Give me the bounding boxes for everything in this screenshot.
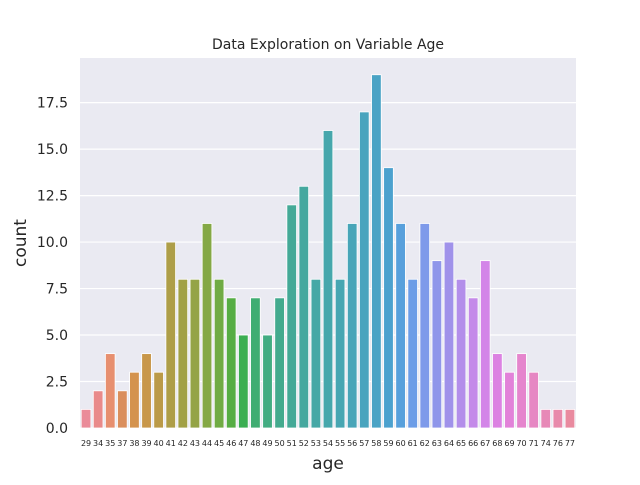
- x-tick-label: 56: [347, 439, 357, 448]
- x-tick-label: 74: [541, 439, 551, 448]
- x-tick-label: 38: [129, 439, 139, 448]
- bar-39: [141, 353, 152, 429]
- x-tick-label: 62: [420, 439, 430, 448]
- bar-40: [153, 371, 164, 429]
- x-tick-label: 50: [275, 439, 285, 448]
- bar-54: [322, 130, 334, 429]
- x-tick-label: 42: [178, 439, 188, 448]
- bar-57: [359, 111, 370, 429]
- x-tick-label: 34: [93, 439, 103, 448]
- bar-59: [383, 167, 394, 429]
- x-tick-label: 77: [565, 439, 575, 448]
- y-tick-label: 15.0: [37, 142, 68, 158]
- x-tick-label: 52: [299, 439, 309, 448]
- x-tick-label: 71: [529, 439, 539, 448]
- bar-52: [298, 185, 310, 429]
- x-tick-label: 40: [154, 439, 164, 448]
- bar-47: [238, 334, 249, 429]
- x-tick-label: 45: [214, 439, 224, 448]
- x-tick-label: 29: [81, 439, 91, 448]
- x-tick-label: 47: [238, 439, 248, 448]
- bar-69: [504, 371, 515, 429]
- x-tick-label: 64: [444, 439, 454, 448]
- x-axis-label: age: [312, 454, 344, 474]
- x-tick-label: 67: [480, 439, 490, 448]
- bar-37: [117, 390, 128, 429]
- y-tick-label: 0.0: [46, 421, 68, 437]
- y-tick-label: 2.5: [46, 375, 68, 391]
- bar-64: [443, 241, 455, 429]
- bar-49: [262, 334, 273, 429]
- x-axis-ticks: 29 34 35 37 38 39 40 41 42 43 44 45 46 47 48 49 50 51 52 53…: [81, 439, 575, 448]
- bar-48: [250, 297, 261, 429]
- x-tick-label: 49: [262, 439, 272, 448]
- bar-34: [92, 390, 104, 429]
- bar-77: [564, 409, 576, 429]
- y-tick-label: 17.5: [37, 96, 68, 112]
- y-tick-label: 7.5: [46, 282, 68, 298]
- y-tick-label: 12.5: [37, 189, 68, 205]
- x-tick-label: 65: [456, 439, 466, 448]
- bar-56: [346, 223, 358, 429]
- bar-76: [552, 409, 564, 429]
- x-tick-label: 57: [359, 439, 369, 448]
- bar-43: [189, 278, 201, 429]
- x-tick-label: 69: [504, 439, 514, 448]
- bar-60: [395, 223, 406, 429]
- bar-66: [467, 297, 479, 429]
- x-tick-label: 55: [335, 439, 345, 448]
- x-tick-label: 60: [395, 439, 405, 448]
- bar-71: [528, 371, 539, 429]
- y-axis-ticks: 0.0 2.5 5.0 7.5 10.0 12.5 15.0 17.5: [37, 96, 68, 437]
- bar-44: [201, 223, 213, 429]
- bar-46: [225, 297, 237, 429]
- bar-42: [177, 278, 189, 429]
- x-tick-label: 39: [141, 439, 151, 448]
- x-tick-label: 68: [492, 439, 502, 448]
- bar-61: [407, 278, 418, 429]
- x-tick-label: 46: [226, 439, 236, 448]
- bar-55: [334, 278, 346, 429]
- bar-35: [105, 353, 116, 429]
- bar-38: [129, 371, 140, 429]
- bar-41: [165, 241, 176, 429]
- y-tick-label: 5.0: [46, 328, 68, 344]
- bar-50: [274, 297, 285, 429]
- x-tick-label: 44: [202, 439, 212, 448]
- bars: [80, 74, 576, 429]
- x-tick-label: 58: [371, 439, 381, 448]
- x-tick-label: 53: [311, 439, 321, 448]
- x-tick-label: 54: [323, 439, 333, 448]
- x-tick-label: 51: [287, 439, 297, 448]
- y-tick-label: 10.0: [37, 235, 68, 251]
- x-tick-label: 70: [516, 439, 526, 448]
- bar-65: [455, 278, 467, 429]
- bar-51: [286, 204, 297, 429]
- bar-58: [371, 74, 382, 429]
- x-tick-label: 66: [468, 439, 478, 448]
- x-tick-label: 35: [105, 439, 115, 448]
- bar-74: [540, 409, 551, 429]
- x-tick-label: 48: [250, 439, 260, 448]
- y-axis-label: count: [11, 219, 31, 267]
- bar-68: [492, 353, 503, 429]
- bar-45: [213, 278, 225, 429]
- x-tick-label: 61: [408, 439, 418, 448]
- x-tick-label: 41: [166, 439, 176, 448]
- bar-63: [431, 260, 443, 429]
- x-tick-label: 76: [553, 439, 563, 448]
- bar-62: [419, 223, 431, 429]
- bar-67: [480, 260, 491, 429]
- bar-29: [80, 409, 92, 429]
- x-tick-label: 37: [117, 439, 127, 448]
- bar-53: [310, 278, 322, 429]
- x-tick-label: 63: [432, 439, 442, 448]
- chart-title: Data Exploration on Variable Age: [212, 37, 444, 53]
- bar-70: [516, 353, 527, 429]
- x-tick-label: 43: [190, 439, 200, 448]
- x-tick-label: 59: [383, 439, 393, 448]
